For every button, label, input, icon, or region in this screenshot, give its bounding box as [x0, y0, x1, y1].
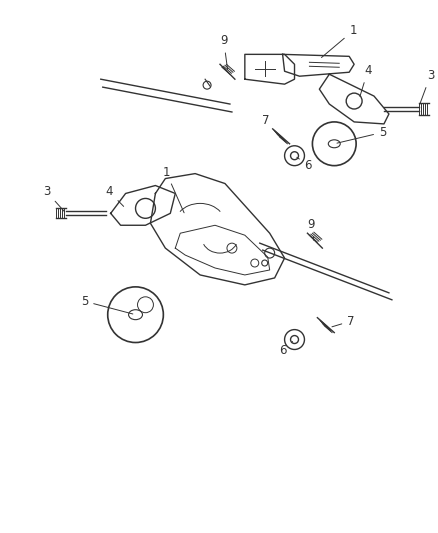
Text: 6: 6 — [296, 157, 311, 172]
Text: 9: 9 — [307, 218, 314, 240]
Text: 4: 4 — [106, 185, 124, 206]
Text: 6: 6 — [279, 342, 292, 358]
Text: 7: 7 — [261, 114, 277, 135]
Text: 1: 1 — [162, 166, 184, 213]
Text: 7: 7 — [331, 314, 354, 328]
Text: 5: 5 — [81, 295, 133, 314]
Text: 4: 4 — [359, 64, 371, 96]
Text: 3: 3 — [43, 185, 64, 211]
Text: 9: 9 — [219, 35, 227, 69]
Text: 1: 1 — [321, 25, 356, 58]
Text: 3: 3 — [419, 69, 433, 104]
Text: 5: 5 — [336, 126, 385, 143]
